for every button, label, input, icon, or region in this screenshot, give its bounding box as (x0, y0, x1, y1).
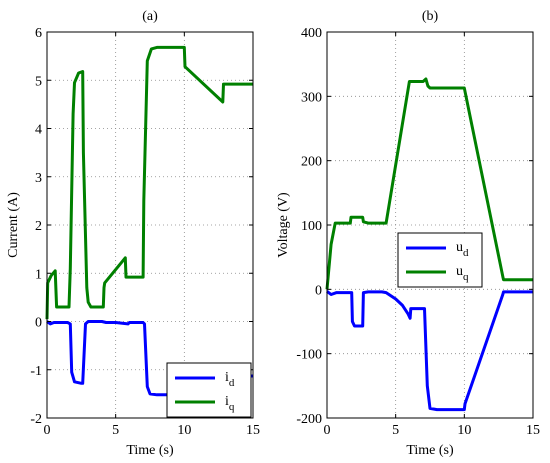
y-tick-label: 2 (35, 219, 42, 234)
panel-a: 0 5 10 15 -2 -1 0 1 2 3 4 5 6 (a) Time (s) Current (A) i… (6, 9, 260, 458)
y-tick-label: -2 (30, 412, 42, 427)
legend-box (166, 362, 252, 418)
y-tick-label: -1 (30, 364, 42, 379)
plot-frame (326, 31, 534, 419)
y-tick-label: 100 (301, 219, 322, 234)
y-tick-label: 300 (301, 90, 322, 105)
chart-title: (b) (422, 9, 439, 24)
x-tick-label: 0 (44, 423, 51, 438)
x-tick-label: 5 (112, 423, 119, 438)
legend-box (397, 232, 483, 288)
x-axis-label: Time (s) (406, 443, 454, 458)
chart-title: (a) (142, 9, 158, 24)
y-tick-label: 5 (35, 74, 42, 89)
y-axis-label: Voltage (V) (276, 192, 291, 258)
x-axis-label: Time (s) (126, 443, 174, 458)
series-line-uq (325, 77, 533, 290)
legend-label-id: id (225, 370, 235, 389)
y-tick-label: 3 (35, 171, 42, 186)
x-tick-label: 15 (526, 423, 540, 438)
y-tick-label: 6 (35, 26, 42, 41)
x-tick-label: 0 (324, 423, 331, 438)
x-tick-label: 10 (457, 423, 471, 438)
legend: id iq (166, 362, 252, 418)
y-tick-label: 1 (35, 267, 42, 282)
y-axis-label: Current (A) (6, 192, 21, 258)
y-tick-label: 4 (35, 123, 42, 138)
x-tick-label: 10 (177, 423, 191, 438)
y-tick-label: 200 (301, 155, 322, 170)
y-tick-label: -100 (296, 348, 322, 363)
y-tick-label: 0 (315, 283, 322, 298)
panel-b: 0 5 10 15 -200 -100 0 100 200 300 400 (b) Time (s) Vo… (276, 9, 540, 458)
x-tick-label: 5 (392, 423, 399, 438)
y-tick-label: 400 (301, 26, 322, 41)
series-line-iq (45, 45, 253, 320)
x-tick-label: 15 (246, 423, 260, 438)
series-line-ud (326, 290, 533, 412)
y-tick-label: 0 (35, 316, 42, 331)
legend-label-iq: iq (225, 394, 235, 413)
y-tick-label: -200 (296, 412, 322, 427)
